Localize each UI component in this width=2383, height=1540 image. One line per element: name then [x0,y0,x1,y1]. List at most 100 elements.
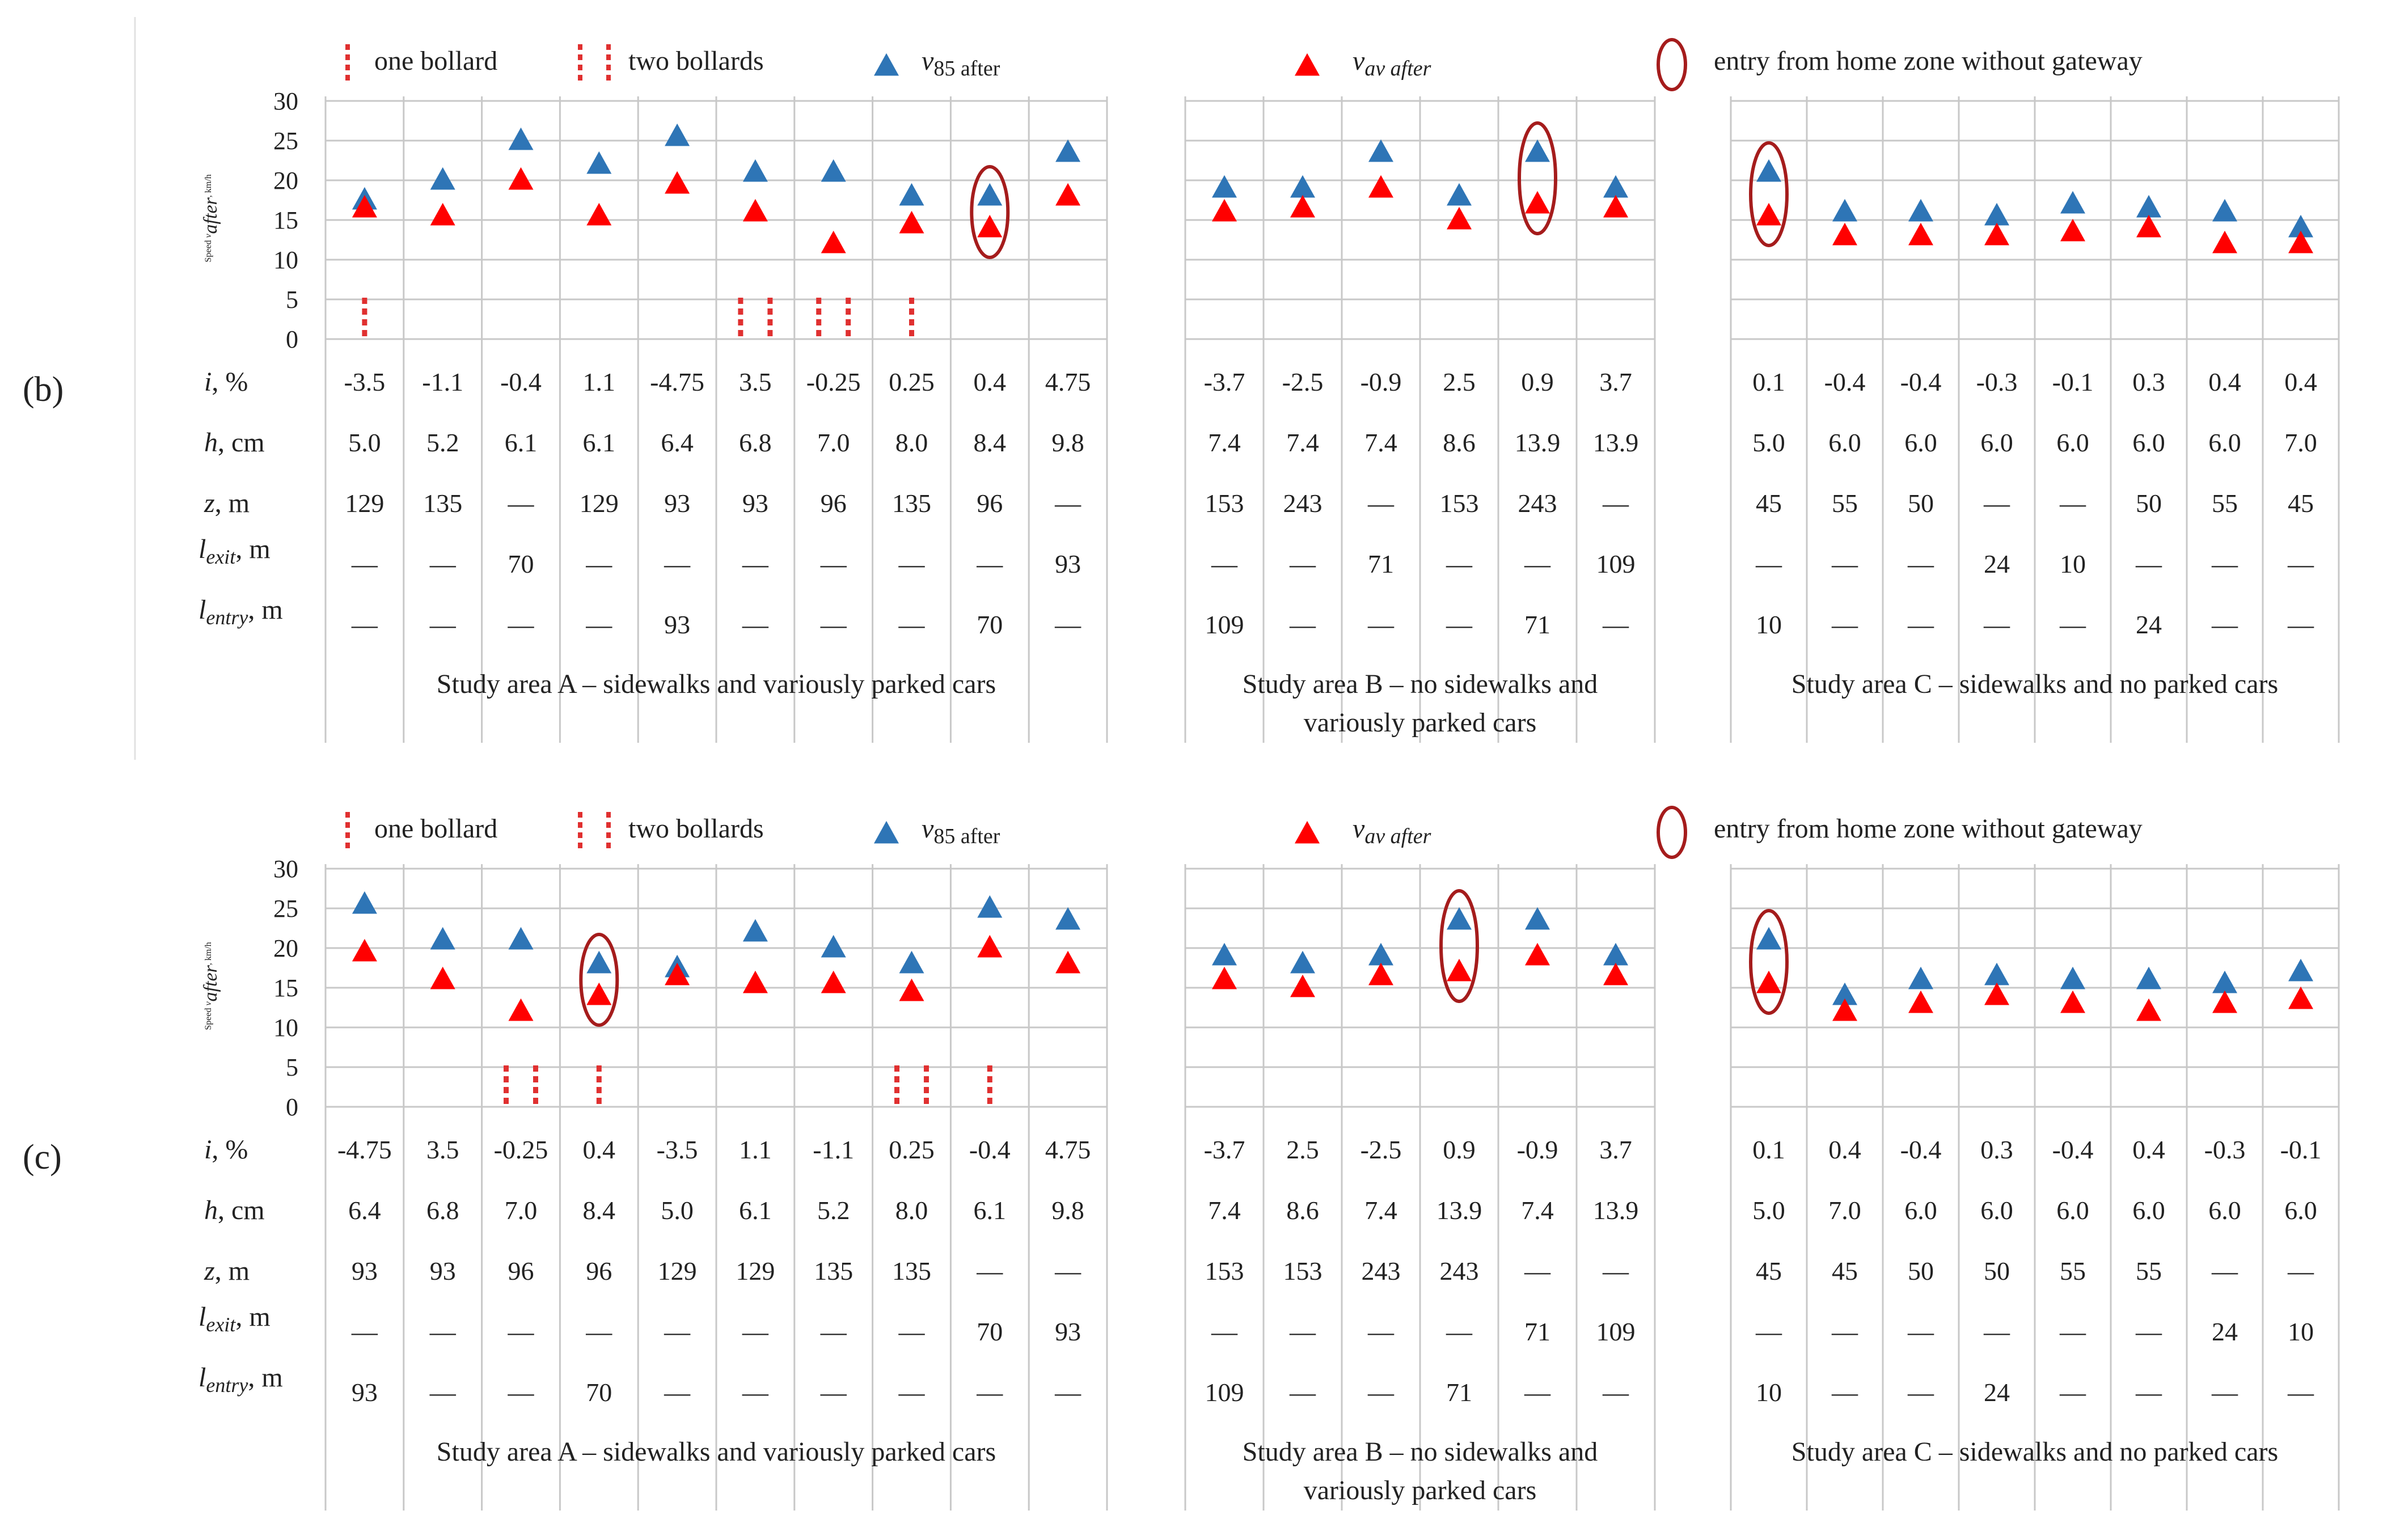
table-cell-i: -0.9 [1360,367,1402,396]
v85-point [742,159,768,182]
table-cell-lexit: — [1289,1317,1316,1346]
table-cell-lentry: — [1831,1378,1858,1407]
table-cell-lexit: — [585,1317,612,1346]
table-cell-h: 7.4 [1208,428,1241,457]
table-cell-i: 0.4 [2132,1135,2165,1164]
vav-point [586,982,612,1005]
table-cell-i: 0.25 [889,367,935,396]
table-cell-i: 4.75 [1045,1135,1091,1164]
y-tick-label: 30 [273,87,298,115]
v85-point [1290,950,1315,974]
v85-point [1603,175,1628,198]
vav-point [430,966,455,989]
table-cell-lexit: — [1289,549,1316,578]
v85-point [508,926,534,950]
table-cell-z: — [1054,1256,1081,1285]
table-cell-i: 0.3 [2132,367,2165,396]
table-cell-lexit: — [1367,1317,1395,1346]
table-cell-z: — [1054,489,1081,518]
table-cell-lentry: — [429,1378,457,1407]
table-cell-z: 135 [423,489,462,518]
v85-point [1756,159,1781,182]
table-cell-i: -0.25 [494,1135,548,1164]
table-cell-lexit: — [742,549,769,578]
study-area-a: -4.75 6.4 93 — 93 3.5 6.8 93 — — -0.25 7.0 96 — — 0.4 8.… [324,864,1108,1511]
v85-point [586,950,612,974]
table-cell-lexit: 70 [977,1317,1003,1346]
study-area-footer: Study area B – no sidewalks and [1243,669,1598,699]
row-label-i: i, % [204,1135,248,1165]
table-cell-h: 6.0 [1904,1196,1937,1225]
vav-point [1290,194,1315,218]
table-cell-i: 4.75 [1045,367,1091,396]
table-cell-lexit: — [351,1317,378,1346]
vav-point [665,962,690,985]
table-cell-lexit: — [898,549,926,578]
table-cell-z: 55 [2212,489,2238,518]
table-cell-lentry: 24 [1984,1378,2010,1407]
table-cell-lentry: 70 [586,1378,612,1407]
table-cell-lexit: 71 [1368,549,1394,578]
entry-circle [1749,909,1789,1015]
v85-point [1525,139,1550,162]
v85-point [1984,202,2009,226]
table-cell-lentry: 93 [352,1378,378,1407]
table-cell-lentry: 109 [1205,610,1244,639]
table-cell-h: 7.0 [817,428,850,457]
table-cell-i: 0.4 [2208,367,2241,396]
legend-vav: vav after [1353,46,1431,81]
table-cell-h: 6.4 [348,1196,381,1225]
table-cell-lexit: — [1755,549,1782,578]
table-cell-z: 50 [2136,489,2162,518]
table-cell-lentry: — [1524,1378,1551,1407]
table-cell-i: 3.7 [1599,1135,1632,1164]
v85-point [1368,139,1393,162]
v85-point [742,919,768,942]
table-cell-h: 7.4 [1364,428,1397,457]
v85-point [977,183,1003,206]
table-cell-h: 6.1 [505,428,538,457]
v85-point [586,151,612,174]
table-cell-h: 13.9 [1593,428,1639,457]
table-cell-z: 129 [345,489,384,518]
v85-point [1832,982,1857,1005]
table-cell-lentry: — [508,610,535,639]
table-cell-z: 45 [1756,489,1782,518]
y-tick-label: 15 [273,974,298,1002]
study-area-footer: Study area C – sidewalks and no parked c… [1792,669,2278,699]
table-cell-lexit: 24 [2212,1317,2238,1346]
table-cell-lexit: — [2135,1317,2162,1346]
v85-legend-marker [874,53,899,76]
table-cell-i: -3.7 [1204,1135,1245,1164]
table-cell-lentry: 71 [1446,1378,1472,1407]
table-cell-h: 8.4 [974,428,1007,457]
row-label-lexit: lexit, m [198,1302,271,1336]
table-cell-z: 135 [892,1256,931,1285]
study-area-b: -3.7 7.4 153 — 109 2.5 8.6 153 — — -2.5 7.4 243 — — 0.9… [1184,864,1656,1511]
table-cell-lexit: 24 [1984,549,2010,578]
table-cell-z: 243 [1283,489,1323,518]
table-cell-h: 7.4 [1364,1196,1397,1225]
table-cell-i: -4.75 [650,367,704,396]
table-cell-z: — [976,1256,1003,1285]
table-cell-i: 1.1 [583,367,616,396]
table-cell-h: 6.0 [2284,1196,2317,1225]
table-cell-z: 96 [977,489,1003,518]
table-cell-z: 135 [892,489,931,518]
vav-point [899,210,924,234]
table-cell-lexit: 10 [2288,1317,2314,1346]
table-cell-lexit: — [820,1317,847,1346]
table-cell-h: 8.0 [895,428,928,457]
table-cell-h: 5.0 [1752,1196,1785,1225]
table-cell-lexit: — [508,1317,535,1346]
row-labels: i, % h, cm z, m lexit, m lentry, m [198,367,283,629]
table-cell-lentry: — [585,610,612,639]
table-cell-h: 7.0 [2284,428,2317,457]
table-cell-i: -0.4 [1824,367,1866,396]
table-cell-lexit: — [1907,549,1934,578]
table-cell-lentry: — [820,1378,847,1407]
vav-point [1368,175,1393,198]
vav-point [1756,970,1781,993]
table-cell-i: 0.1 [1752,1135,1785,1164]
